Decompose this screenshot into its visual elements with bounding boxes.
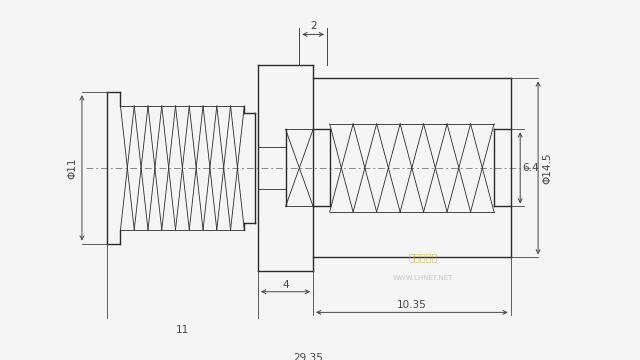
- Text: Φ14.5: Φ14.5: [542, 152, 552, 184]
- Text: 4: 4: [282, 280, 289, 290]
- Text: 2: 2: [310, 21, 316, 31]
- Text: 微波射频网: 微波射频网: [408, 252, 438, 262]
- Text: Φ11: Φ11: [68, 157, 78, 179]
- Text: WWW.LHNET.NET: WWW.LHNET.NET: [393, 275, 453, 281]
- Text: 6.4: 6.4: [522, 163, 539, 173]
- Text: 10.35: 10.35: [397, 300, 427, 310]
- Text: 29.35: 29.35: [294, 352, 324, 360]
- Text: 11: 11: [176, 325, 189, 335]
